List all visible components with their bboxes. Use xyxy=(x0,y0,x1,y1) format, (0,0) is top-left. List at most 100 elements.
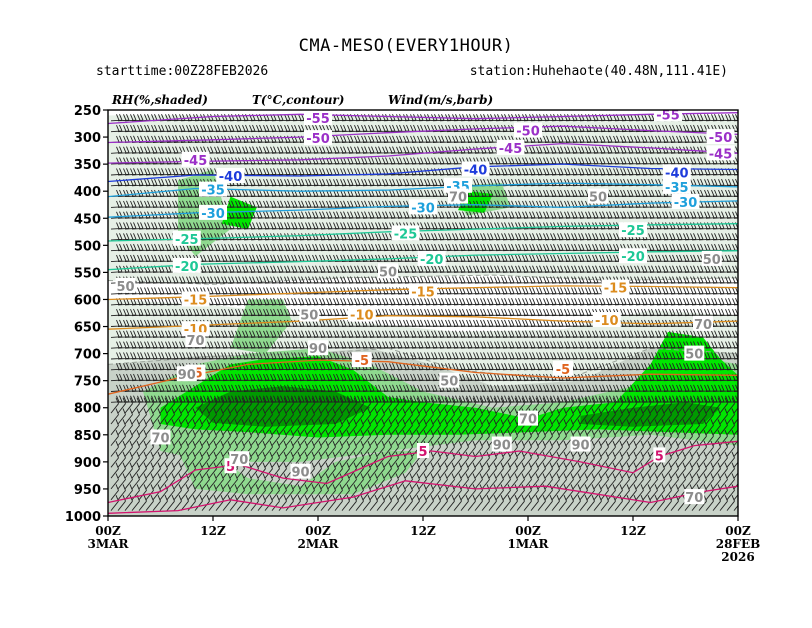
x-tick-label: 12Z xyxy=(620,524,646,538)
rh-contour-label: 70 xyxy=(449,191,467,206)
y-tick-label: 450 xyxy=(74,212,101,227)
temp-contour-label: -45 xyxy=(499,142,523,157)
wind-legend-label: Wind(m/s,barb) xyxy=(388,93,494,107)
wind-barb xyxy=(733,239,738,241)
rh-contour-label: 90 xyxy=(178,368,196,383)
x-tick-date: 3MAR xyxy=(88,537,130,551)
rh-contour-label: 70 xyxy=(685,491,703,506)
rh-contour-label: 90 xyxy=(571,439,589,454)
rh-contour-label: 90 xyxy=(493,439,511,454)
wind-barb xyxy=(733,206,738,208)
chart-title: CMA-MESO(EVERY1HOUR) xyxy=(298,36,514,56)
temp-contour-label: -30 xyxy=(411,201,435,216)
temp-contour-label: -45 xyxy=(184,154,208,169)
rh-legend-label: RH(%,shaded) xyxy=(112,93,208,107)
rh-contour-label: 90 xyxy=(309,342,327,357)
rh-shade-rh_light xyxy=(108,115,738,284)
y-tick-label: 700 xyxy=(74,348,101,363)
temp-legend-label: T(°C,contour) xyxy=(252,93,345,107)
temp-contour-label: -5 xyxy=(355,354,369,369)
temp-contour-label: -20 xyxy=(621,250,645,265)
wind-barb xyxy=(733,195,738,198)
x-tick-label: 00Z xyxy=(305,524,331,538)
y-tick-label: 500 xyxy=(74,239,101,254)
y-tick-label: 400 xyxy=(74,185,101,200)
temp-contour-label: -10 xyxy=(595,314,619,329)
station-info: station:Huhehaote(40.48N,111.41E) xyxy=(469,64,728,79)
x-tick-date: 28FEB xyxy=(716,537,761,551)
y-tick-label: 900 xyxy=(74,456,101,471)
temp-contour-label: -45 xyxy=(709,147,733,162)
wind-barb xyxy=(733,228,738,230)
rh-contour-label: 50 xyxy=(300,309,318,324)
y-tick-label: 750 xyxy=(74,375,101,390)
rh-contour-label: 90 xyxy=(291,466,309,481)
temp-contour-label: -30 xyxy=(201,207,225,222)
wind-barb xyxy=(733,260,738,263)
temp-contour-label: -15 xyxy=(184,294,208,309)
temp-contour-label: -15 xyxy=(604,282,628,297)
temp-contour-label: -30 xyxy=(674,196,698,211)
y-tick-label: 1000 xyxy=(65,510,101,525)
temp-contour-label: -25 xyxy=(394,227,418,242)
x-tick-date: 2MAR xyxy=(298,537,340,551)
wind-barb xyxy=(733,325,738,327)
wind-barb xyxy=(733,314,738,317)
temp-contour-label: -10 xyxy=(350,309,374,324)
wind-barb xyxy=(733,304,738,306)
x-tick-label: 12Z xyxy=(410,524,436,538)
wind-barb xyxy=(733,185,738,187)
temp-contour-label: -50 xyxy=(709,131,733,146)
temp-contour-label: 5 xyxy=(418,445,427,460)
rh-contour-label: 50 xyxy=(589,191,607,206)
temp-contour-label: -50 xyxy=(306,132,330,147)
temp-contour-label: -35 xyxy=(665,181,689,196)
rh-contour-label: 50 xyxy=(440,375,458,390)
wind-barb xyxy=(733,141,738,143)
y-tick-label: 300 xyxy=(74,131,101,146)
x-tick-label: 00Z xyxy=(725,524,751,538)
start-time: starttime:00Z28FEB2026 xyxy=(96,64,269,79)
temp-contour-label: -25 xyxy=(621,224,645,239)
rh-contour-label: 70 xyxy=(519,413,537,428)
x-tick-label: 12Z xyxy=(200,524,226,538)
wind-barb xyxy=(733,174,738,176)
wind-barb xyxy=(733,271,738,273)
x-tick-label: 00Z xyxy=(515,524,541,538)
rh-contour-label: 70 xyxy=(151,432,169,447)
y-tick-label: 600 xyxy=(74,294,101,309)
wind-barb xyxy=(733,217,738,219)
temp-contour-label: -5 xyxy=(556,363,570,378)
temp-contour-label: -55 xyxy=(306,112,330,127)
wind-barb xyxy=(733,163,738,165)
wind-barb xyxy=(733,120,738,122)
temp-contour-label: -40 xyxy=(464,164,488,179)
rh-contour-label: 50 xyxy=(685,348,703,363)
x-tick-label: 00Z xyxy=(95,524,121,538)
wind-barb xyxy=(733,282,738,284)
rh-contour-label: 50 xyxy=(703,253,721,268)
y-tick-label: 850 xyxy=(74,429,101,444)
temp-contour-label: 5 xyxy=(655,449,664,464)
y-tick-label: 800 xyxy=(74,402,101,417)
rh-contour-label: 70 xyxy=(230,453,248,468)
rh-contour-label: 70 xyxy=(694,318,712,333)
temp-contour-label: -35 xyxy=(201,184,225,199)
rh-shade-rh_mid xyxy=(178,451,423,495)
rh-contour-label: 50 xyxy=(116,280,134,295)
rh-contour-line xyxy=(108,347,738,382)
temp-contour-label: -25 xyxy=(175,233,199,248)
temp-contour-label: -20 xyxy=(420,253,444,268)
temp-contour-label: -20 xyxy=(175,260,199,275)
x-tick-year: 2026 xyxy=(721,550,754,564)
y-tick-label: 650 xyxy=(74,321,101,336)
wind-barb xyxy=(733,293,738,295)
wind-barb xyxy=(733,130,738,133)
temp-contour-label: -50 xyxy=(516,125,540,140)
y-tick-label: 550 xyxy=(74,266,101,281)
y-tick-label: 950 xyxy=(74,483,101,498)
x-tick-date: 1MAR xyxy=(508,537,550,551)
y-tick-label: 350 xyxy=(74,158,101,173)
y-tick-label: 250 xyxy=(74,104,101,119)
